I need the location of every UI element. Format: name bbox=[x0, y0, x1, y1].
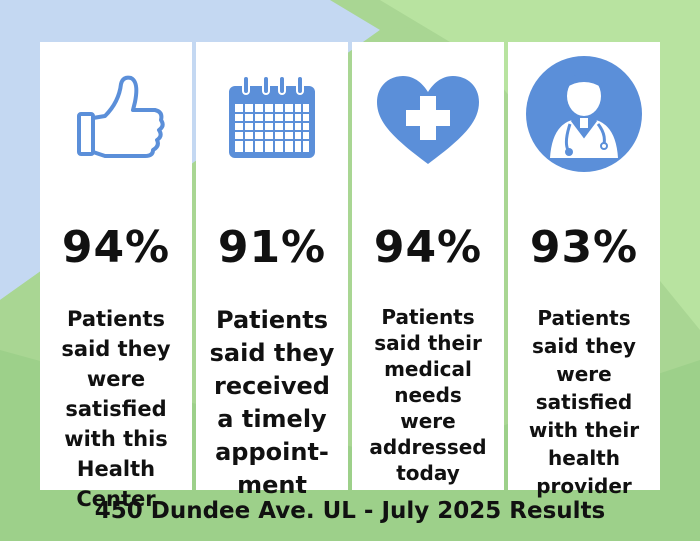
stat-card-medical-needs: 94% Patients said their medical needs we… bbox=[352, 42, 504, 490]
stat-description: Patients said they were satisfied with t… bbox=[61, 307, 171, 511]
footer-caption: 450 Dundee Ave. UL - July 2025 Results bbox=[94, 498, 606, 524]
stat-percent: 94% bbox=[61, 222, 171, 273]
stat-percent: 93% bbox=[529, 222, 639, 273]
stat-description: Patients said their medical needs were a… bbox=[369, 305, 487, 485]
stat-card-timely-appointment: 91% Patients said they received a timely… bbox=[196, 42, 348, 499]
stat-card-satisfied-provider: 93% Patients said they were satisfied wi… bbox=[508, 42, 660, 498]
stat-percent: 94% bbox=[373, 222, 483, 273]
stat-description: Patients said they received a timely app… bbox=[209, 306, 335, 499]
heart-cross-icon bbox=[352, 72, 504, 172]
thumbs-up-icon bbox=[40, 72, 192, 172]
stat-card-satisfied-center: 94% Patients said they were satisfied wi… bbox=[40, 42, 192, 511]
stat-percent: 91% bbox=[217, 222, 327, 273]
calendar-icon bbox=[196, 72, 348, 172]
doctor-icon bbox=[508, 54, 660, 174]
stat-description: Patients said they were satisfied with t… bbox=[528, 306, 640, 498]
